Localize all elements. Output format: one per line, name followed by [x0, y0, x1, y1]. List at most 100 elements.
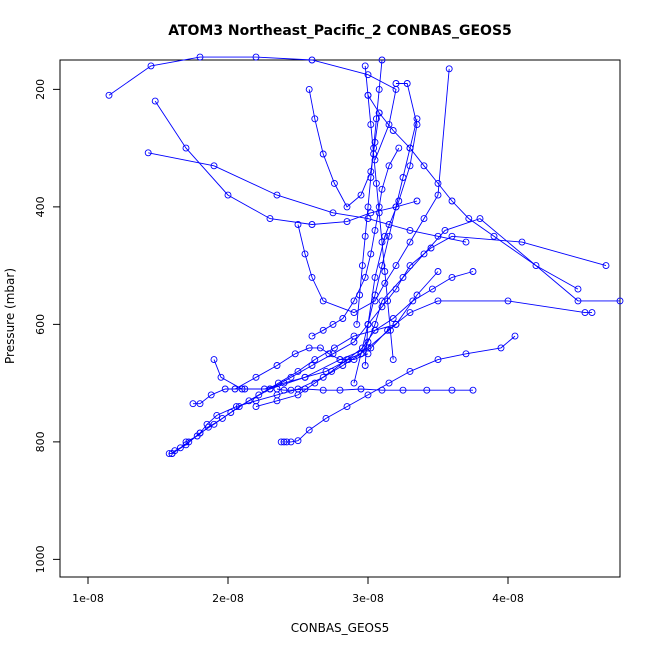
series-line — [213, 271, 439, 390]
data-point — [428, 285, 436, 293]
series-line — [367, 95, 579, 290]
data-point — [406, 238, 414, 246]
data-point — [532, 262, 540, 270]
data-point — [504, 297, 512, 305]
data-point — [364, 71, 372, 79]
data-point — [196, 400, 204, 408]
data-point — [210, 356, 218, 364]
series-19 — [182, 320, 400, 446]
data-point — [213, 411, 221, 419]
data-point — [420, 215, 428, 223]
data-point — [378, 238, 386, 246]
data-point — [367, 174, 375, 181]
data-point — [406, 262, 414, 270]
data-point — [395, 197, 403, 205]
data-point — [280, 438, 288, 446]
data-point — [255, 391, 263, 399]
data-point — [245, 397, 253, 405]
series-line — [185, 323, 397, 443]
y-tick-label: 400 — [34, 196, 47, 217]
data-point — [361, 232, 369, 240]
data-point — [196, 53, 204, 61]
data-point — [392, 262, 400, 270]
x-tick-label: 4e-08 — [492, 592, 524, 605]
data-point — [319, 326, 327, 334]
data-point — [372, 115, 380, 123]
data-point — [406, 144, 414, 152]
data-point — [389, 356, 397, 364]
data-point — [176, 444, 184, 452]
data-point — [445, 65, 453, 73]
data-point — [308, 273, 316, 281]
data-point — [224, 191, 232, 199]
data-point — [308, 221, 316, 228]
data-point — [329, 320, 337, 328]
data-point — [301, 385, 309, 393]
data-point — [287, 386, 295, 394]
data-point — [361, 362, 369, 369]
data-point — [378, 303, 386, 311]
data-point — [381, 232, 389, 240]
series-layer — [105, 53, 624, 458]
data-point — [207, 391, 215, 399]
data-point — [423, 386, 431, 394]
data-point — [409, 297, 417, 305]
series-8 — [105, 53, 400, 164]
data-point — [252, 53, 260, 61]
data-point — [392, 320, 400, 328]
data-point — [371, 326, 379, 334]
data-point — [316, 344, 324, 352]
data-point — [381, 268, 389, 275]
data-point — [274, 379, 282, 387]
data-point — [357, 385, 365, 393]
data-point — [378, 185, 386, 193]
data-point — [392, 80, 400, 87]
data-point — [280, 386, 288, 394]
data-point — [420, 162, 428, 170]
data-point — [350, 309, 358, 317]
data-point — [434, 232, 442, 240]
data-point — [406, 226, 414, 234]
data-point — [291, 350, 299, 358]
data-point — [252, 373, 260, 381]
data-point — [389, 127, 397, 134]
data-point — [469, 386, 477, 394]
data-point — [490, 232, 498, 240]
data-point — [469, 268, 477, 275]
data-point — [399, 273, 407, 281]
data-point — [144, 149, 152, 157]
data-point — [252, 403, 260, 411]
data-point — [375, 209, 383, 217]
chart-title: ATOM3 Northeast_Pacific_2 CONBAS_GEOS5 — [168, 23, 512, 39]
data-point — [151, 97, 159, 105]
data-point — [266, 215, 274, 223]
series-line — [353, 118, 418, 384]
data-point — [406, 309, 414, 317]
data-point — [330, 179, 338, 187]
data-point — [602, 262, 610, 270]
data-point — [266, 385, 274, 393]
data-point — [385, 121, 393, 129]
data-point — [217, 373, 225, 381]
data-point — [343, 403, 351, 411]
data-point — [381, 279, 389, 287]
data-point — [364, 91, 372, 99]
data-point — [301, 373, 309, 381]
x-tick-label: 2e-08 — [212, 592, 244, 605]
data-point — [371, 226, 379, 234]
data-point — [238, 385, 246, 393]
series-line — [276, 388, 473, 391]
series-4 — [277, 332, 519, 446]
data-point — [395, 144, 403, 152]
data-point — [294, 367, 302, 375]
data-point — [353, 320, 361, 328]
data-point — [319, 150, 327, 158]
series-16 — [361, 80, 421, 369]
data-point — [574, 285, 582, 293]
series-line — [234, 347, 369, 390]
series-11 — [294, 65, 453, 317]
data-point — [441, 226, 449, 234]
data-point — [434, 179, 442, 187]
data-point — [273, 191, 281, 199]
